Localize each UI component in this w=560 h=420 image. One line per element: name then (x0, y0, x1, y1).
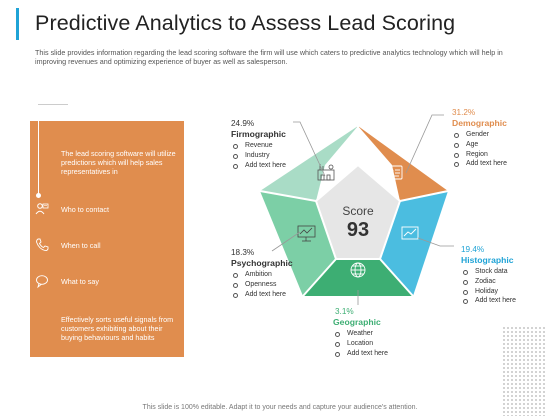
center-score-value: 93 (347, 219, 369, 241)
firmographic-percent: 24.9% (231, 119, 255, 128)
list-item: Region (452, 150, 507, 160)
monitor-icon (297, 225, 316, 242)
panel-intro: The lead scoring software will utilize p… (61, 149, 176, 176)
speech-bubble-icon (36, 275, 48, 289)
list-item: Add text here (231, 290, 293, 300)
firmographic-title: Firmographic (231, 129, 286, 139)
label-histographic: 19.4% Histographic Stock data Zodiac Hol… (461, 245, 516, 306)
list-item: Openness (231, 280, 293, 290)
list-item: Revenue (231, 141, 286, 151)
list-item: Industry (231, 151, 286, 161)
center-score-label: Score (342, 204, 374, 218)
list-item: Zodiac (461, 277, 516, 287)
segment-psychographic (260, 191, 336, 296)
globe-icon (350, 262, 366, 278)
connector-firmographic (293, 121, 326, 177)
demographic-title: Demographic (452, 118, 507, 128)
geographic-percent: 3.1% (335, 307, 354, 316)
panel-connector-dot (36, 193, 41, 198)
list-item: Add text here (461, 296, 516, 306)
histographic-percent: 19.4% (461, 245, 485, 254)
page-title: Predictive Analytics to Assess Lead Scor… (35, 11, 456, 35)
label-firmographic: 24.9% Firmographic Revenue Industry Add … (231, 119, 286, 170)
center-pentagon (316, 165, 400, 259)
factory-icon (317, 164, 335, 181)
list-item: Add text here (333, 349, 388, 359)
connector-demographic (405, 114, 444, 174)
id-card-icon (384, 165, 403, 180)
panel-item-what-to-say: What to say (61, 277, 99, 286)
list-item: Add text here (231, 161, 286, 171)
list-item: Gender (452, 130, 507, 140)
connector-histographic (417, 237, 454, 247)
connector-psychographic (271, 231, 301, 252)
segment-demographic (358, 126, 448, 201)
panel-item-who-to-contact: Who to contact (61, 205, 109, 214)
histographic-title: Histographic (461, 255, 514, 265)
segment-geographic (303, 259, 413, 296)
panel-outro: Effectively sorts useful signals from cu… (61, 315, 174, 342)
list-item: Age (452, 140, 507, 150)
page-subtitle: This slide provides information regardin… (35, 48, 503, 66)
label-geographic: 3.1% Geographic Weather Location Add tex… (333, 307, 388, 358)
contact-icon (35, 203, 49, 215)
panel-connector-line (38, 104, 39, 194)
info-panel (30, 121, 184, 357)
segment-histographic (380, 191, 448, 296)
footer-note: This slide is 100% editable. Adapt it to… (142, 404, 418, 411)
label-demographic: 31.2% Demographic Gender Age Region Add … (452, 108, 507, 169)
title-accent-bar (16, 8, 19, 40)
segment-firmographic (260, 126, 358, 201)
chart-board-icon (401, 226, 419, 240)
phone-icon (36, 238, 49, 252)
decorative-dot-grid (502, 326, 546, 416)
demographic-percent: 31.2% (452, 108, 476, 117)
psychographic-title: Psychographic (231, 258, 293, 268)
list-item: Ambition (231, 270, 293, 280)
list-item: Stock data (461, 267, 516, 277)
list-item: Add text here (452, 159, 507, 169)
label-psychographic: 18.3% Psychographic Ambition Openness Ad… (231, 248, 293, 299)
panel-connector-line-top (38, 104, 68, 105)
list-item: Location (333, 339, 388, 349)
list-item: Holiday (461, 287, 516, 297)
geographic-title: Geographic (333, 317, 381, 327)
list-item: Weather (333, 329, 388, 339)
panel-item-when-to-call: When to call (61, 241, 101, 250)
psychographic-percent: 18.3% (231, 248, 255, 257)
